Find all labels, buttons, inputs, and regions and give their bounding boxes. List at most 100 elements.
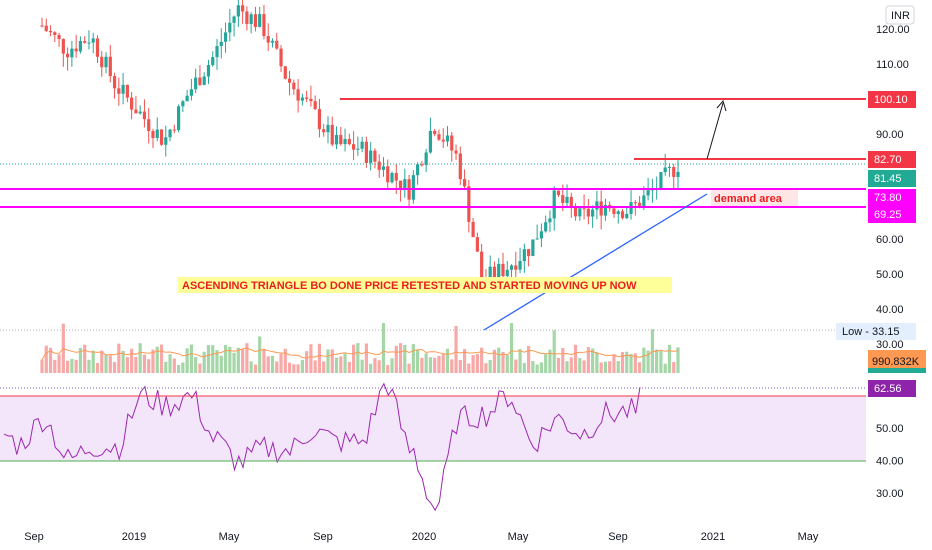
volume-bar (112, 362, 117, 373)
tag-100: 100.10 (874, 94, 908, 106)
volume-bar (232, 352, 236, 373)
volume-bar (300, 359, 304, 373)
demand-area-bg (711, 190, 798, 206)
volume-bar (467, 363, 471, 373)
price-tick-label: 50.00 (876, 269, 904, 281)
candle-body (569, 196, 573, 207)
volume-bar (509, 323, 514, 373)
rsi-tick-label: 40.00 (876, 456, 904, 468)
volume-bar (522, 362, 526, 373)
volume-bar (620, 352, 625, 373)
rsi-tick-label: 50.00 (876, 423, 904, 435)
volume-tag-bg (868, 350, 926, 373)
volume-ma-line (41, 347, 679, 360)
candle-body (334, 134, 339, 145)
candle-body (241, 5, 245, 12)
candle-body (522, 249, 526, 262)
candle-body (223, 32, 228, 42)
candle-body (181, 101, 185, 107)
candle-body (172, 129, 176, 131)
volume-bar (450, 359, 454, 373)
price-tick-label: 110.00 (876, 59, 909, 71)
volume-bar (339, 356, 343, 373)
volume-bar (181, 362, 185, 373)
candle-body (667, 167, 672, 169)
target-arrow-line (706, 102, 724, 160)
candle-body (61, 38, 65, 54)
tag-82: 82.70 (874, 154, 902, 166)
volume-bar (147, 359, 151, 373)
volume-bar (258, 336, 262, 373)
candle-body (317, 109, 322, 130)
volume-bar (573, 344, 578, 373)
candle-body (642, 195, 646, 208)
volume-bar (531, 360, 535, 373)
candle-body (578, 208, 582, 217)
time-tick-label: 2020 (412, 531, 436, 543)
time-tick-label: Sep (608, 531, 628, 543)
volume-bar (544, 354, 548, 373)
candle-body (471, 221, 475, 238)
volume-bar (505, 355, 509, 373)
volume-bar (420, 357, 424, 373)
candle-body (70, 48, 74, 58)
volume-bar (471, 355, 475, 373)
candle-body (236, 5, 240, 17)
volume-bar (646, 350, 650, 373)
rsi-tick-label: 30.00 (876, 488, 904, 500)
rsi-tag-bg (868, 380, 916, 397)
volume-bar (168, 354, 172, 373)
volume-bar (241, 349, 245, 373)
time-tick-label: Sep (24, 531, 44, 543)
volume-bar (228, 346, 232, 373)
candle-body (441, 139, 445, 142)
candle-body (219, 41, 223, 47)
volume-bar (565, 361, 569, 373)
volume-bar (416, 349, 420, 373)
candle-body (147, 119, 151, 132)
time-tick-label: 2021 (701, 531, 725, 543)
candle-body (130, 97, 134, 110)
candle-body (151, 131, 155, 139)
volume-bar (514, 359, 518, 373)
candle-body (437, 134, 441, 140)
candle-body (74, 48, 78, 52)
candle-body (48, 30, 53, 33)
candle-body (424, 152, 428, 165)
candle-body (168, 129, 172, 138)
volume-bar (189, 344, 193, 373)
volume-bar (390, 358, 394, 373)
candle-body (595, 201, 599, 210)
candle-body (573, 206, 578, 217)
volume-bars (40, 323, 680, 373)
volume-bar (219, 355, 223, 373)
candle-body (535, 238, 539, 240)
volume-bar (66, 360, 70, 373)
volume-bar (159, 344, 164, 373)
candle-body (663, 167, 667, 173)
candle-body (266, 36, 270, 43)
volume-bar (369, 363, 373, 373)
volume-bar (125, 357, 129, 373)
candle-body (159, 129, 164, 145)
volume-bar (44, 345, 48, 373)
volume-bar (492, 349, 497, 373)
candle-body (620, 211, 625, 219)
volume-bar (305, 351, 309, 373)
volume-bar (428, 357, 433, 373)
candle-body (552, 190, 556, 219)
volume-bar (347, 361, 351, 373)
candle-body (420, 164, 424, 166)
candle-body (398, 180, 403, 190)
volume-bar (539, 362, 544, 373)
candle-body (497, 263, 501, 279)
price-candles (40, 0, 680, 294)
candle-body (591, 209, 595, 217)
candle-body (78, 41, 83, 52)
volume-bar (497, 347, 501, 373)
candle-body (480, 251, 484, 279)
volume-bar (398, 343, 403, 373)
currency-box[interactable] (885, 5, 915, 25)
candle-body (347, 139, 351, 145)
candle-body (121, 84, 125, 94)
